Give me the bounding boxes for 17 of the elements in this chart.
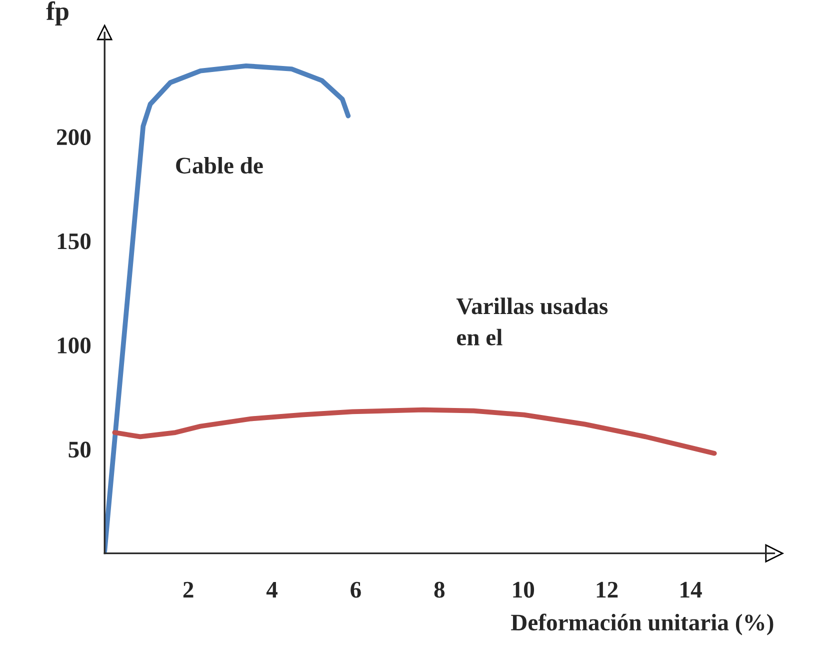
x-tick-label: 6 (350, 582, 361, 598)
x-tick-label: 4 (266, 582, 278, 598)
y-axis-title: fp (46, 1, 68, 26)
annotation: Cable de (176, 156, 263, 174)
line-series (104, 63, 351, 554)
x-tick-label: 8 (434, 582, 445, 598)
x-tick-label: 2 (183, 582, 194, 598)
y-tick-label: 50 (68, 442, 91, 458)
x-tick-label: 10 (513, 582, 534, 598)
y-tick-label: 100 (58, 338, 91, 354)
x-axis-title: Deformación unitaria (%) (511, 614, 774, 636)
x-tick-label: 12 (596, 582, 618, 598)
y-tick-label: 200 (57, 129, 91, 146)
line-series (112, 407, 717, 456)
x-tick-label: 14 (680, 582, 702, 598)
annotation: Varillas usadas en el (456, 298, 608, 346)
y-tick-label: 150 (58, 233, 91, 250)
